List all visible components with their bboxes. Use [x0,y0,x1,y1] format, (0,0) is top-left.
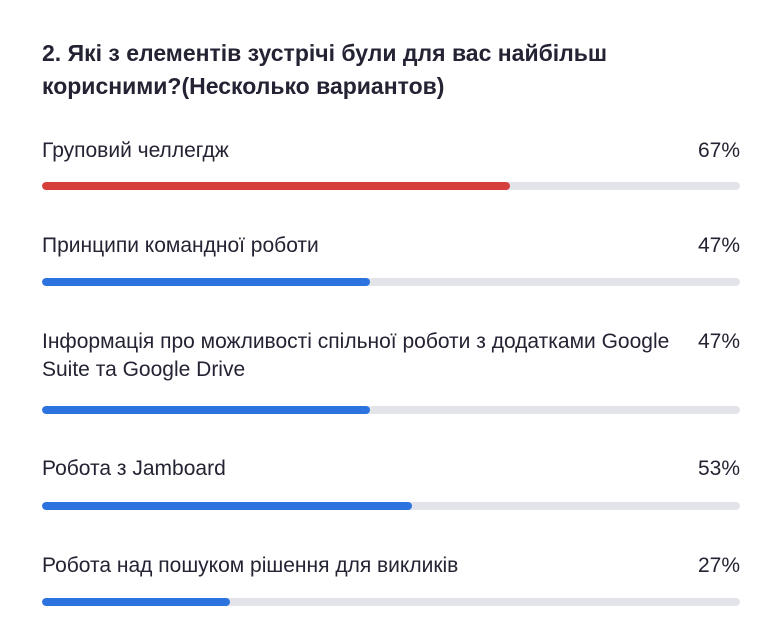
option-row: Робота над пошуком рішення для викликів … [42,552,740,580]
poll-option: Робота над пошуком рішення для викликів … [42,552,740,606]
option-percentage: 47% [697,234,740,257]
option-percentage: 27% [697,554,740,577]
bar-fill [42,502,412,510]
option-row: Інформація про можливості спільної робот… [42,328,740,384]
question-title: 2. Які з елементів зустрічі були для вас… [42,40,608,99]
option-label: Груповий челлегдж [42,139,229,162]
option-percentage: 67% [697,139,740,162]
option-percentage: 53% [697,457,740,480]
bar-track [42,406,740,414]
bar-track [42,502,740,510]
option-label: Робота з Jamboard [42,457,226,480]
option-label: Інформація про можливості спільної робот… [42,330,670,381]
bar-fill [42,598,231,606]
bar-track [42,278,740,286]
poll-option: Робота з Jamboard 53% [42,455,740,510]
bar-fill [42,278,371,286]
bar-track [42,182,740,190]
bar-track [42,598,740,606]
poll-option: Інформація про можливості спільної робот… [42,328,740,414]
option-row: Груповий челлегдж 67% [42,137,740,165]
bar-fill [42,406,371,414]
option-label: Робота над пошуком рішення для викликів [42,554,459,577]
option-percentage: 47% [697,330,740,353]
option-label: Принципи командної роботи [42,234,319,257]
option-row: Робота з Jamboard 53% [42,455,740,483]
poll-option: Принципи командної роботи 47% [42,232,740,286]
bar-fill [42,182,510,190]
option-row: Принципи командної роботи 47% [42,232,740,260]
poll-option: Груповий челлегдж 67% [42,137,740,190]
